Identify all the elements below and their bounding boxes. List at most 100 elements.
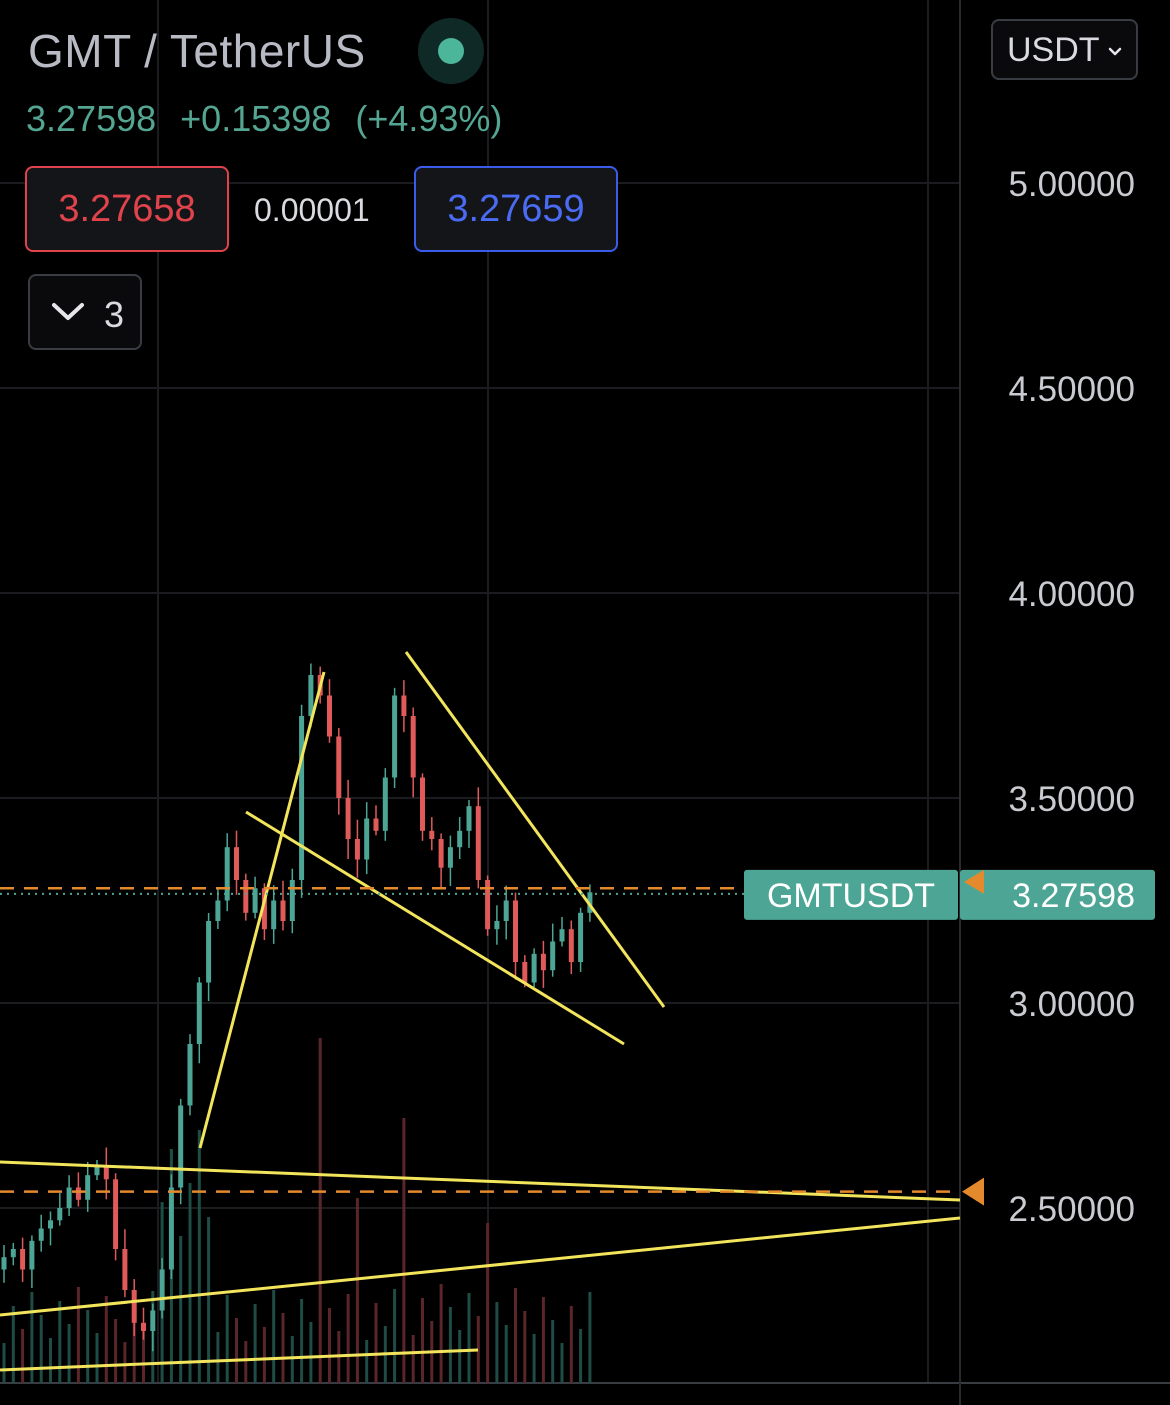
candle-body: [336, 736, 342, 798]
candle-body: [559, 929, 565, 942]
candle-body: [103, 1167, 109, 1180]
candle-body: [206, 921, 212, 983]
volume-bar: [551, 1320, 555, 1383]
chevron-down-icon: [52, 303, 84, 320]
candle-body: [159, 1269, 165, 1311]
candle-body: [215, 900, 221, 921]
volume-bar: [225, 1295, 229, 1383]
candle-body: [243, 880, 249, 913]
candle-body: [187, 1044, 193, 1106]
volume-bar: [262, 1327, 266, 1383]
candle-body: [382, 777, 388, 831]
volume-bar: [421, 1298, 424, 1383]
pair-title[interactable]: GMT / TetherUS: [28, 25, 366, 77]
candle-body: [29, 1240, 35, 1270]
chevron-down-icon: [1108, 47, 1122, 56]
candle-body: [141, 1322, 146, 1331]
trendline: [245, 810, 625, 1046]
candle-body: [85, 1175, 91, 1200]
volume-bar: [30, 1292, 34, 1383]
candle-body: [466, 806, 472, 831]
candle-body: [94, 1167, 100, 1176]
volume-bar: [365, 1340, 369, 1383]
current-price-label: 3.27598: [1012, 877, 1135, 915]
indicators-toggle-button[interactable]: 3: [28, 274, 142, 350]
volume-bar: [560, 1343, 564, 1383]
volume-bar: [67, 1324, 71, 1383]
candle-body: [540, 953, 546, 971]
indicator-count: 3: [104, 294, 125, 335]
candle-body: [280, 900, 286, 921]
candle-body: [75, 1187, 81, 1200]
candle-body: [122, 1249, 128, 1290]
volume-bar: [588, 1292, 592, 1383]
candle-body: [401, 695, 407, 716]
volume-bar: [76, 1287, 80, 1383]
volume-bar: [439, 1284, 443, 1383]
price-stats: 3.27598 +0.15398 (+4.93%): [26, 98, 516, 140]
volume-bar: [393, 1289, 397, 1383]
volume-bar: [541, 1297, 545, 1383]
volume-bar: [579, 1329, 583, 1383]
candle-body: [252, 888, 258, 913]
candle-body: [113, 1179, 119, 1249]
price-change-percent: (+4.93%): [355, 98, 503, 139]
volume-bar: [467, 1293, 471, 1383]
volume-bar: [532, 1334, 536, 1383]
buy-price-button[interactable]: 3.27659: [414, 166, 618, 252]
volume-bar: [300, 1299, 304, 1383]
volume-bar: [132, 1305, 136, 1383]
candle-body: [475, 806, 481, 880]
volume-bar: [21, 1329, 25, 1383]
candle-body: [494, 921, 500, 930]
candle-body: [10, 1249, 16, 1258]
volume-bar: [495, 1302, 499, 1383]
volume-bar: [346, 1294, 350, 1383]
candle-body: [1, 1257, 7, 1270]
volume-bar: [58, 1301, 62, 1383]
candle-body: [66, 1187, 72, 1208]
trendline: [0, 1160, 961, 1202]
volume-bar: [374, 1303, 378, 1383]
volume-bar: [197, 1130, 201, 1383]
live-indicator: [418, 18, 484, 84]
candle-body: [550, 941, 556, 971]
volume-bar: [569, 1306, 573, 1383]
volume-bar: [355, 1198, 359, 1383]
candle-body: [503, 900, 509, 921]
candle-body: [410, 716, 416, 778]
candle-body: [345, 798, 351, 839]
volume-bar: [402, 1118, 406, 1383]
volume-bar: [448, 1307, 452, 1383]
candle-body: [271, 900, 277, 930]
candle-body: [289, 880, 295, 921]
candle-body: [38, 1228, 44, 1241]
volume-bar: [188, 1183, 192, 1383]
trendline: [198, 671, 326, 1149]
volume-bar: [235, 1318, 238, 1383]
spread-value: 0.00001: [254, 192, 370, 228]
candle-body: [420, 777, 425, 831]
alert-marker-icon: [964, 869, 984, 894]
candle-body: [57, 1208, 63, 1221]
volume-bar: [476, 1316, 480, 1383]
volume-bar: [486, 1223, 490, 1383]
symbol-label: GMTUSDT: [767, 877, 935, 915]
volume-bar: [504, 1325, 508, 1383]
price-label-bg: [960, 869, 1155, 920]
volume-bar: [114, 1319, 118, 1383]
currency-select[interactable]: USDT: [991, 19, 1138, 80]
y-tick-label: 4.00000: [1008, 575, 1135, 614]
volume-bar: [2, 1343, 6, 1383]
volume-bar: [411, 1335, 415, 1383]
volume-bar: [272, 1290, 276, 1383]
y-tick-label: 5.00000: [1008, 165, 1135, 204]
sell-price-button[interactable]: 3.27658: [25, 166, 229, 252]
candle-body: [531, 953, 537, 983]
volume-bar: [179, 1236, 183, 1383]
trendline: [0, 1348, 479, 1372]
candle-body: [485, 880, 491, 930]
candle-body: [234, 847, 239, 880]
candle-body: [438, 839, 444, 868]
